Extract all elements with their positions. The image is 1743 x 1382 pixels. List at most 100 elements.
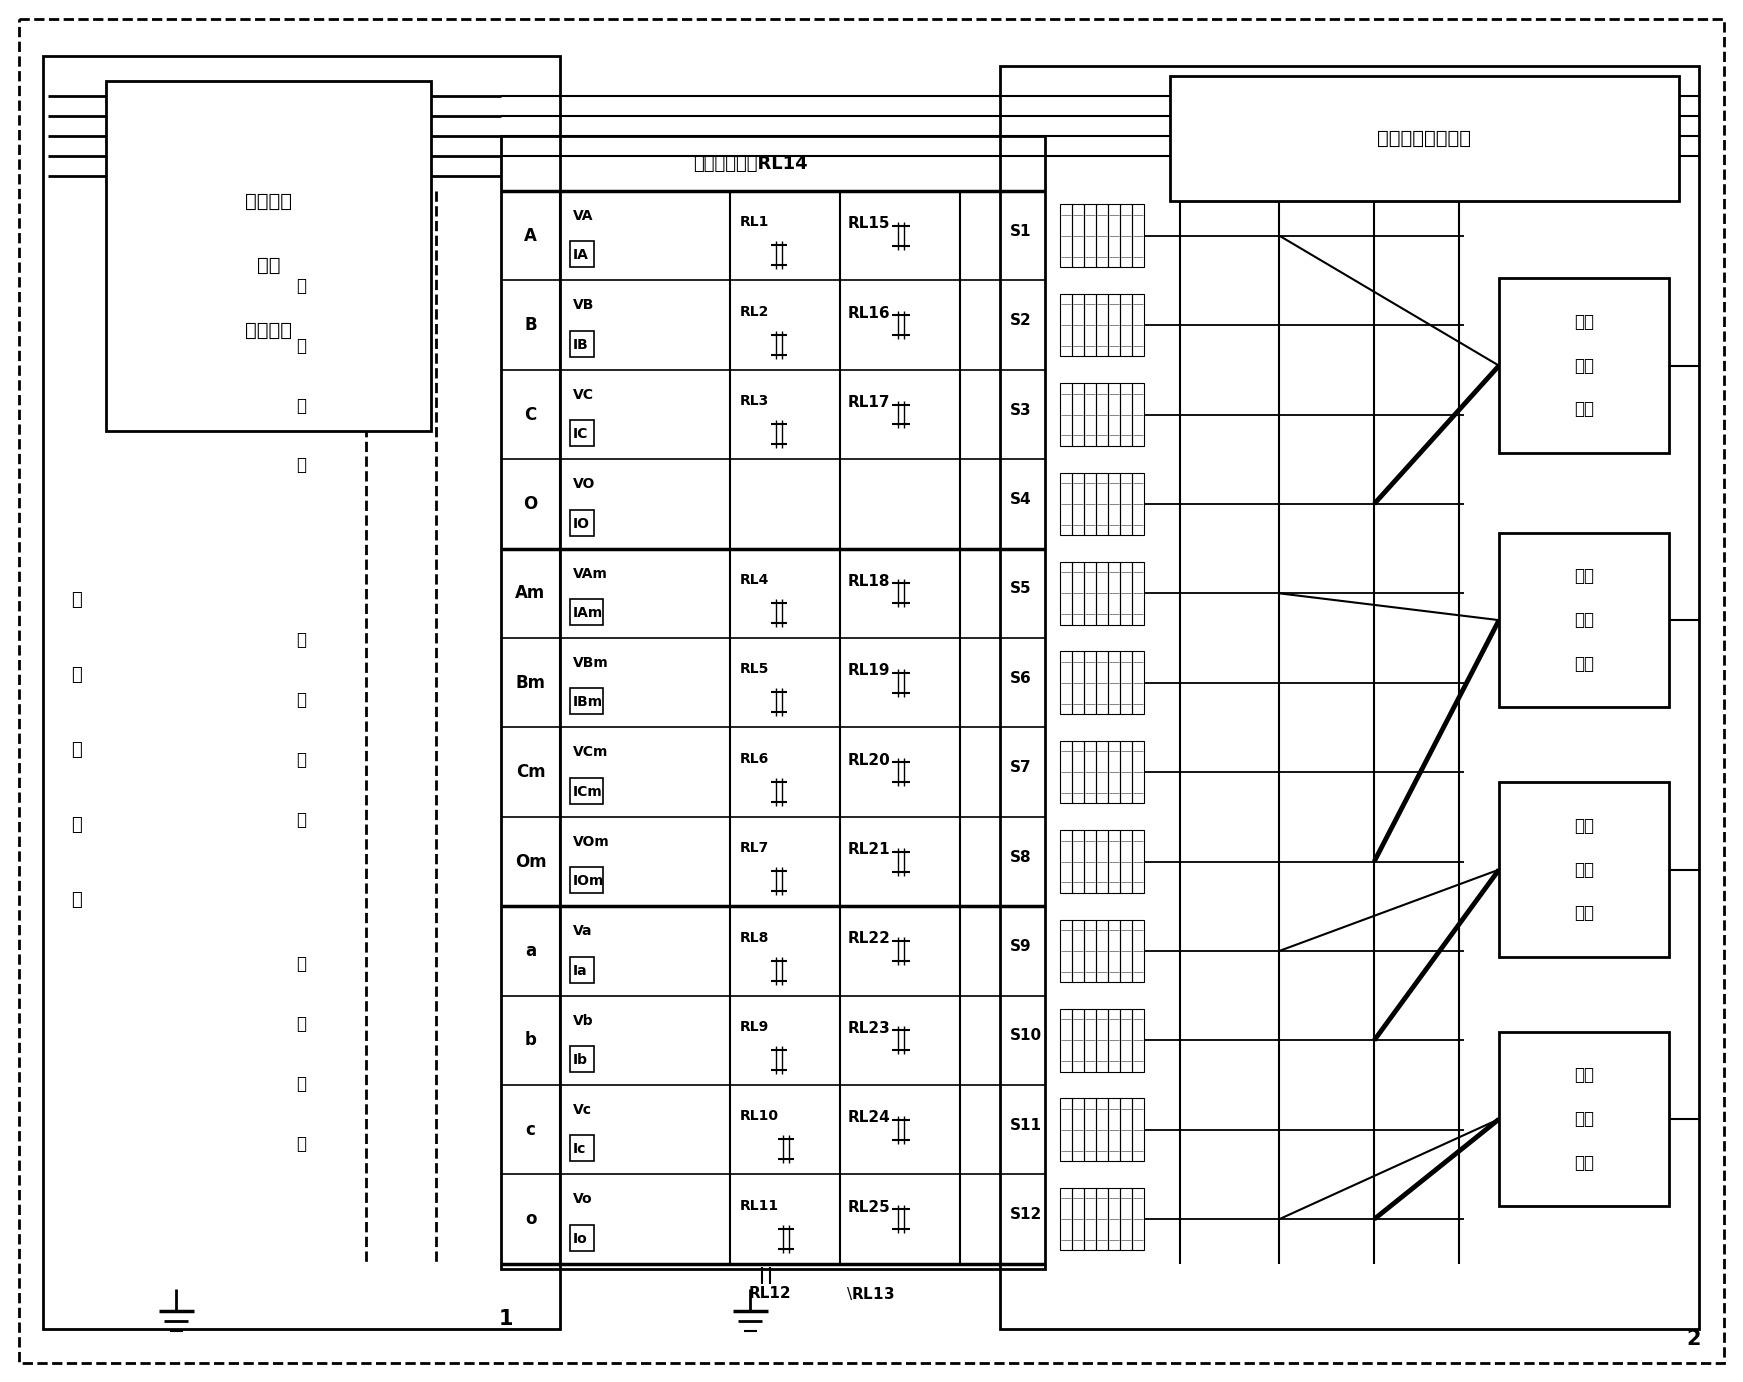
Bar bbox=[1107, 294, 1119, 357]
Bar bbox=[1084, 1099, 1096, 1161]
Bar bbox=[1060, 741, 1072, 803]
Text: S11: S11 bbox=[1009, 1118, 1042, 1133]
Text: RL3: RL3 bbox=[741, 394, 769, 408]
Text: S12: S12 bbox=[1009, 1206, 1042, 1222]
Bar bbox=[1499, 278, 1668, 453]
Bar bbox=[1096, 1189, 1107, 1251]
Text: 直阻: 直阻 bbox=[1574, 312, 1593, 332]
Bar bbox=[1060, 473, 1072, 535]
Bar bbox=[1107, 205, 1119, 267]
Bar bbox=[1084, 1009, 1096, 1071]
Bar bbox=[1131, 741, 1143, 803]
Text: RL9: RL9 bbox=[741, 1020, 769, 1034]
Bar bbox=[570, 778, 603, 804]
Bar bbox=[1107, 651, 1119, 714]
Text: Vb: Vb bbox=[572, 1013, 593, 1028]
Bar bbox=[1072, 1189, 1084, 1251]
Bar bbox=[1072, 473, 1084, 535]
Bar bbox=[1131, 1009, 1143, 1071]
Text: Am: Am bbox=[516, 585, 546, 603]
Text: RL2: RL2 bbox=[741, 304, 770, 319]
Text: Om: Om bbox=[514, 853, 546, 871]
Text: VA: VA bbox=[572, 209, 593, 223]
Text: 力: 力 bbox=[71, 666, 82, 684]
Bar bbox=[1084, 383, 1096, 446]
Bar bbox=[1060, 562, 1072, 625]
Text: o: o bbox=[525, 1211, 537, 1229]
Text: RL19: RL19 bbox=[849, 663, 891, 679]
Bar bbox=[1096, 919, 1107, 983]
Bar bbox=[1096, 294, 1107, 357]
Text: Cm: Cm bbox=[516, 763, 546, 781]
Bar bbox=[1131, 1189, 1143, 1251]
Bar bbox=[1107, 919, 1119, 983]
Text: O: O bbox=[523, 495, 537, 513]
Bar bbox=[1096, 1009, 1107, 1071]
Bar bbox=[1084, 205, 1096, 267]
Bar bbox=[1107, 741, 1119, 803]
Bar bbox=[1060, 919, 1072, 983]
Bar bbox=[1060, 383, 1072, 446]
Text: 模块: 模块 bbox=[1574, 1154, 1593, 1172]
Bar bbox=[1131, 919, 1143, 983]
Bar bbox=[1060, 1009, 1072, 1071]
Bar bbox=[1499, 782, 1668, 956]
Bar bbox=[570, 420, 594, 446]
Text: 电动机构控制模块: 电动机构控制模块 bbox=[1377, 129, 1471, 148]
Bar bbox=[1072, 294, 1084, 357]
Bar bbox=[1131, 831, 1143, 893]
Bar bbox=[1072, 651, 1084, 714]
Text: 短阻: 短阻 bbox=[1574, 817, 1593, 835]
Bar bbox=[1072, 741, 1084, 803]
Text: 绕: 绕 bbox=[296, 750, 307, 768]
Text: RL22: RL22 bbox=[849, 931, 891, 947]
Text: $\backslash$RL13: $\backslash$RL13 bbox=[845, 1285, 894, 1302]
Text: S1: S1 bbox=[1009, 224, 1032, 239]
Text: RL7: RL7 bbox=[741, 842, 769, 855]
Bar bbox=[1072, 831, 1084, 893]
Text: A: A bbox=[525, 227, 537, 245]
Bar bbox=[1072, 383, 1084, 446]
Text: Ib: Ib bbox=[572, 1053, 587, 1067]
Text: RL24: RL24 bbox=[849, 1110, 891, 1125]
Text: 组: 组 bbox=[296, 1135, 307, 1153]
Text: B: B bbox=[525, 316, 537, 334]
Text: Vc: Vc bbox=[572, 1103, 591, 1117]
Text: 压: 压 bbox=[296, 691, 307, 709]
Text: 有载分接: 有载分接 bbox=[246, 192, 293, 210]
Text: VAm: VAm bbox=[572, 567, 607, 580]
Text: 2: 2 bbox=[1687, 1328, 1701, 1349]
Text: IB: IB bbox=[572, 337, 587, 352]
Text: RL6: RL6 bbox=[741, 752, 769, 766]
Bar bbox=[1107, 383, 1119, 446]
Text: Io: Io bbox=[572, 1231, 587, 1245]
Text: RL15: RL15 bbox=[849, 216, 891, 231]
Bar bbox=[570, 1136, 594, 1161]
Text: RL20: RL20 bbox=[849, 753, 891, 767]
Text: IA: IA bbox=[572, 249, 589, 263]
Bar bbox=[1131, 1099, 1143, 1161]
Text: c: c bbox=[526, 1121, 535, 1139]
Text: RL18: RL18 bbox=[849, 574, 891, 589]
Bar bbox=[1131, 651, 1143, 714]
Bar bbox=[1084, 473, 1096, 535]
Text: 测量: 测量 bbox=[1574, 357, 1593, 375]
Bar bbox=[1096, 473, 1107, 535]
Text: S5: S5 bbox=[1009, 582, 1032, 597]
Bar bbox=[1119, 1099, 1131, 1161]
Text: Ic: Ic bbox=[572, 1143, 586, 1157]
Text: Va: Va bbox=[572, 925, 593, 938]
Bar bbox=[1107, 831, 1119, 893]
Text: IOm: IOm bbox=[572, 875, 603, 889]
Text: RL5: RL5 bbox=[741, 662, 770, 676]
Bar bbox=[1060, 294, 1072, 357]
Text: 模块: 模块 bbox=[1574, 401, 1593, 419]
Text: IBm: IBm bbox=[572, 695, 603, 709]
Bar bbox=[570, 330, 594, 357]
Text: 高: 高 bbox=[296, 276, 307, 294]
Text: 组: 组 bbox=[296, 456, 307, 474]
Text: IAm: IAm bbox=[572, 605, 603, 621]
Text: 电动机构: 电动机构 bbox=[246, 321, 293, 340]
Text: 测量: 测量 bbox=[1574, 611, 1593, 629]
Bar bbox=[1131, 205, 1143, 267]
